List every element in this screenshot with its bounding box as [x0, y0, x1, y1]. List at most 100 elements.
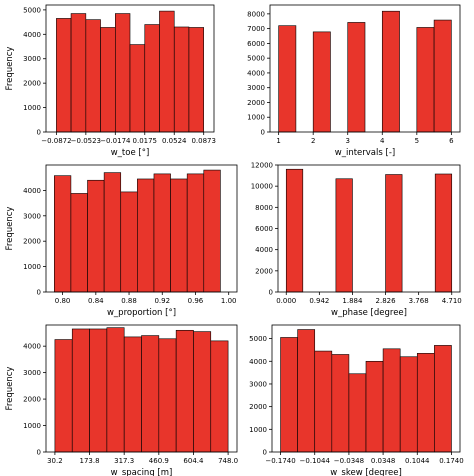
histogram-bar [170, 178, 188, 293]
histogram-bar [193, 331, 212, 453]
y-tick-label: 2000 [255, 267, 273, 275]
histogram-bar [348, 373, 367, 453]
x-axis-label: w_skew [degree] [330, 468, 402, 476]
plot-frame [269, 4, 461, 133]
x-tick-label: 2.826 [376, 297, 397, 305]
y-tick-label: 3000 [23, 212, 41, 220]
plot-frame [45, 324, 238, 453]
histogram-bar [159, 10, 175, 133]
histogram-bar [280, 337, 298, 453]
histogram-bar [175, 329, 194, 453]
x-tick-label: 173.8 [80, 457, 100, 465]
y-tick-label: 4000 [255, 246, 273, 254]
y-tick-label: 3000 [247, 84, 265, 92]
histogram-bar [141, 335, 160, 453]
y-tick-label: 12000 [251, 162, 273, 170]
x-tick-label: −0.0348 [334, 457, 364, 465]
histogram-panel-2: 1 2 3 4 5 6 0 1000 2000 3000 4000 5000 6000 7000 8000 w… [247, 4, 461, 158]
histogram-bar [103, 172, 122, 293]
x-tick-label: 3.768 [409, 297, 429, 305]
histogram-bar [297, 329, 316, 453]
plot-frame [45, 4, 215, 133]
y-tick-label: 1000 [23, 263, 41, 271]
y-tick-label: 2000 [23, 238, 41, 246]
x-tick-label: 0.88 [121, 297, 137, 305]
x-axis-label: w_proportion [°] [107, 308, 176, 318]
histogram-bar [123, 336, 142, 453]
x-tick-label: 317.3 [114, 457, 134, 465]
x-tick-label: −0.0174 [100, 137, 131, 145]
x-tick-label: 0.1740 [439, 457, 464, 465]
histogram-bar [70, 13, 87, 133]
x-tick-label: 5 [415, 137, 419, 145]
plot-frame [271, 324, 461, 453]
histogram-bar [153, 173, 171, 293]
x-tick-label: 0.84 [88, 297, 104, 305]
histogram-bar [203, 169, 221, 293]
histogram-bar [87, 179, 105, 293]
y-tick-label: 2000 [249, 403, 267, 411]
histogram-bar [278, 25, 297, 133]
histogram-bar [331, 354, 350, 453]
y-tick-label: 2000 [247, 99, 265, 107]
x-tick-label: 0.0524 [162, 137, 187, 145]
histogram-bar [434, 345, 452, 453]
histogram-bar [89, 328, 108, 453]
y-tick-label: 5000 [247, 55, 265, 63]
y-tick-label: 4000 [23, 187, 41, 195]
histogram-bar [129, 44, 146, 133]
x-tick-label: 4 [380, 137, 385, 145]
x-tick-label: 1.884 [342, 297, 363, 305]
histogram-bar [53, 175, 72, 293]
x-tick-label: 604.4 [183, 457, 204, 465]
histogram-panel-6: −0.1740 −0.1044 −0.0348 0.0348 0.1044 0.1740 0… [249, 324, 464, 476]
y-tick-label: 2000 [23, 396, 41, 404]
y-tick-label: 1000 [23, 422, 41, 430]
histogram-bar [347, 22, 366, 133]
x-tick-label: 0.1044 [405, 457, 430, 465]
histogram-bar [56, 18, 72, 133]
x-tick-label: 0.92 [154, 297, 170, 305]
x-tick-label: 0.0175 [133, 137, 158, 145]
y-axis-label: Frequency [5, 207, 15, 251]
histogram-bar [144, 24, 160, 133]
y-tick-label: 4000 [23, 31, 41, 39]
histogram-bar [365, 360, 384, 453]
histogram-bar [137, 178, 155, 293]
y-axis-label: Frequency [5, 47, 15, 91]
x-tick-label: −0.0523 [71, 137, 101, 145]
x-axis-label: w_toe [°] [111, 148, 150, 158]
y-tick-label: 0 [37, 289, 41, 297]
histogram-bar [433, 19, 452, 133]
y-axis-label: Frequency [5, 367, 15, 411]
y-tick-label: 0 [37, 129, 41, 137]
y-tick-label: 0 [261, 129, 265, 137]
histogram-bar [120, 191, 138, 293]
histogram-bar [382, 348, 401, 453]
y-tick-label: 1000 [249, 426, 267, 434]
x-tick-label: −0.1740 [265, 457, 295, 465]
x-tick-label: 6 [449, 137, 454, 145]
x-tick-label: 0.000 [276, 297, 296, 305]
y-tick-label: 6000 [255, 225, 273, 233]
y-tick-label: 5000 [249, 335, 267, 343]
x-tick-label: 0.942 [309, 297, 329, 305]
y-tick-label: 3000 [23, 369, 41, 377]
y-tick-label: 2000 [23, 80, 41, 88]
x-tick-label: 0.0873 [191, 137, 216, 145]
y-tick-label: 4000 [23, 343, 41, 351]
histogram-bar [186, 173, 205, 293]
x-tick-label: −0.1044 [300, 457, 331, 465]
x-tick-label: 1.00 [221, 297, 237, 305]
histogram-bar [385, 174, 403, 293]
x-tick-label: 1 [276, 137, 280, 145]
x-tick-label: 0.80 [55, 297, 71, 305]
y-tick-label: 6000 [247, 40, 265, 48]
histogram-bar [54, 339, 73, 453]
histogram-bar [416, 27, 435, 133]
y-tick-label: 0 [269, 289, 273, 297]
histogram-bar [335, 178, 353, 293]
histogram-bar [115, 13, 131, 133]
histogram-bar [314, 350, 333, 453]
x-tick-label: 4.710 [442, 297, 462, 305]
